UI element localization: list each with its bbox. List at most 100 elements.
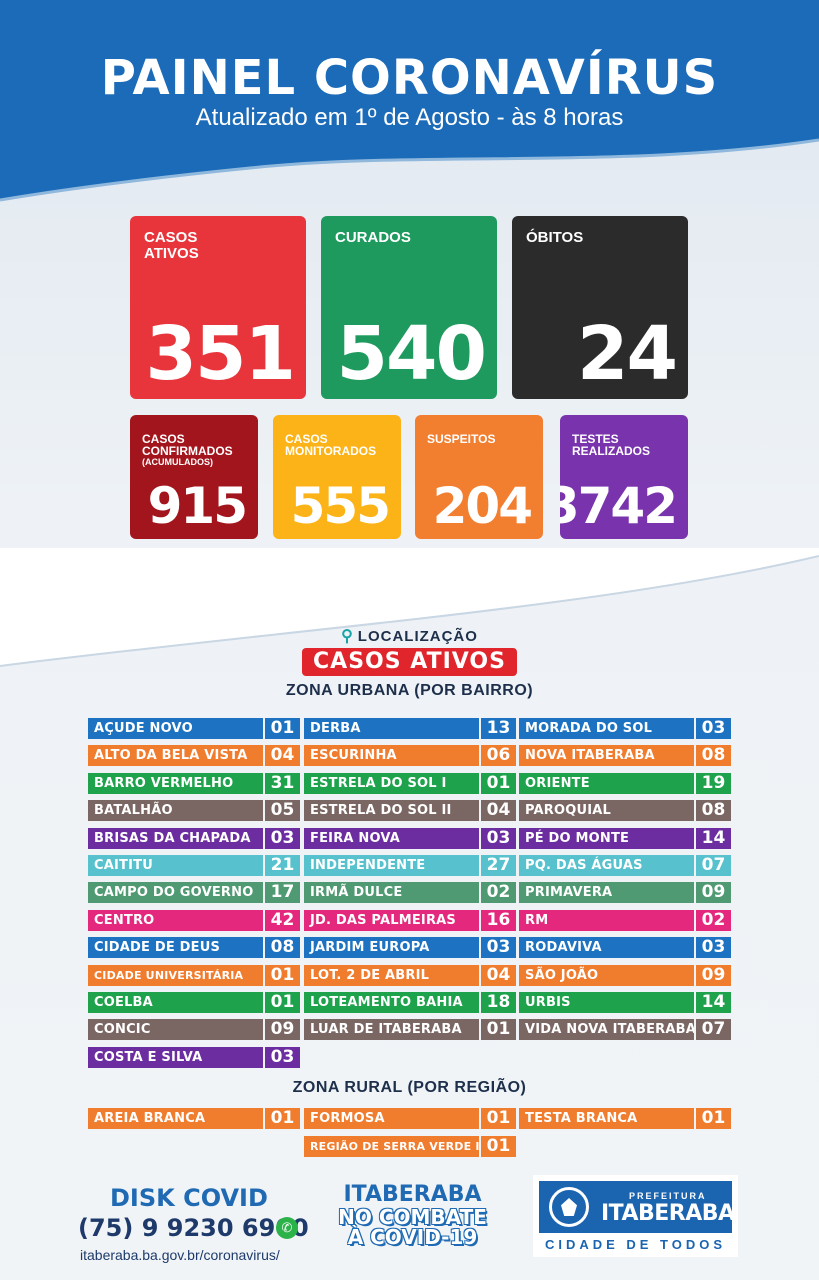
card-curados: CURADOS 540 bbox=[321, 216, 497, 399]
table-row: COSTA E SILVA 03 bbox=[88, 1046, 300, 1068]
case-count: 03 bbox=[265, 1046, 300, 1068]
table-row: RODAVIVA 03 bbox=[519, 937, 731, 959]
case-count: 09 bbox=[696, 882, 731, 904]
campaign-line-2: NO COMBATE bbox=[338, 1205, 487, 1229]
disk-covid-label: DISK COVID bbox=[110, 1184, 268, 1212]
case-count: 03 bbox=[696, 718, 731, 739]
case-count: 03 bbox=[696, 937, 731, 959]
table-row: JD. DAS PALMEIRAS 16 bbox=[304, 909, 516, 931]
table-row: REGIÃO DE SERRA VERDE I 01 bbox=[304, 1136, 516, 1157]
phone-number[interactable]: (75) 9 9230 6900 bbox=[78, 1214, 309, 1242]
map-pin-icon: ⚲ bbox=[341, 628, 354, 645]
location-label: LOCALIZAÇÃO bbox=[357, 628, 478, 645]
card-value: 915 bbox=[147, 477, 248, 535]
website-link[interactable]: itaberaba.ba.gov.br/coronavirus/ bbox=[80, 1247, 280, 1263]
card-testes-realizados: TESTES REALIZADOS 3742 bbox=[560, 415, 688, 539]
neighborhood-name: CIDADE DE DEUS bbox=[88, 937, 263, 959]
case-count: 06 bbox=[481, 745, 516, 767]
neighborhood-name: AREIA BRANCA bbox=[88, 1108, 263, 1129]
card-label: CURADOS bbox=[335, 229, 411, 246]
card-value: 3742 bbox=[560, 477, 678, 535]
neighborhood-name: SÃO JOÃO bbox=[519, 964, 694, 986]
case-count: 13 bbox=[481, 718, 516, 739]
neighborhood-name: ESTRELA DO SOL II bbox=[304, 800, 479, 822]
logo-city: ITABERABA bbox=[601, 1201, 735, 1226]
case-count: 01 bbox=[265, 992, 300, 1013]
case-count: 16 bbox=[481, 909, 516, 931]
table-row: CIDADE UNIVERSITÁRIA 01 bbox=[88, 964, 300, 986]
card-sublabel: (ACUMULADOS) bbox=[142, 457, 213, 467]
table-row: BRISAS DA CHAPADA 03 bbox=[88, 827, 300, 849]
whatsapp-icon: ✆ bbox=[276, 1217, 298, 1239]
case-count: 05 bbox=[265, 800, 300, 822]
urban-zone-title: ZONA URBANA (POR BAIRRO) bbox=[285, 682, 534, 699]
table-row: PRIMAVERA 09 bbox=[519, 882, 731, 904]
case-count: 18 bbox=[481, 992, 516, 1013]
neighborhood-name: ORIENTE bbox=[519, 772, 694, 794]
card-casos-confirmados: CASOS CONFIRMADOS (ACUMULADOS) 915 bbox=[130, 415, 258, 539]
neighborhood-name: ESTRELA DO SOL I bbox=[304, 772, 479, 794]
table-row: ALTO DA BELA VISTA 04 bbox=[88, 745, 300, 767]
neighborhood-name: LOT. 2 DE ABRIL bbox=[304, 964, 479, 986]
neighborhood-name: URBIS bbox=[519, 992, 694, 1013]
table-row: ESTRELA DO SOL I 01 bbox=[304, 772, 516, 794]
case-count: 04 bbox=[481, 800, 516, 822]
neighborhood-name: COELBA bbox=[88, 992, 263, 1013]
neighborhood-name: TESTA BRANCA bbox=[519, 1108, 694, 1129]
table-row: CAITITU 21 bbox=[88, 855, 300, 876]
campaign-line-3: À COVID-19 bbox=[347, 1225, 478, 1249]
neighborhood-name: CIDADE UNIVERSITÁRIA bbox=[88, 964, 263, 986]
casos-ativos-badge: CASOS ATIVOS bbox=[302, 648, 517, 676]
case-count: 27 bbox=[481, 855, 516, 876]
table-row: PAROQUIAL 08 bbox=[519, 800, 731, 822]
table-row: LUAR DE ITABERABA 01 bbox=[304, 1019, 516, 1041]
logo-panel: PREFEITURA ITABERABA bbox=[539, 1181, 735, 1233]
case-count: 08 bbox=[696, 745, 731, 767]
campaign-line-1: ITABERABA bbox=[343, 1182, 482, 1207]
case-count: 07 bbox=[696, 855, 731, 876]
section-divider bbox=[0, 548, 819, 667]
table-row: RM 02 bbox=[519, 909, 731, 931]
neighborhood-name: CAMPO DO GOVERNO bbox=[88, 882, 263, 904]
case-count: 01 bbox=[265, 964, 300, 986]
neighborhood-name: BATALHÃO bbox=[88, 800, 263, 822]
card-casos-ativos: CASOS ATIVOS 351 bbox=[130, 216, 306, 399]
neighborhood-name: BARRO VERMELHO bbox=[88, 772, 263, 794]
neighborhood-name: CENTRO bbox=[88, 909, 263, 931]
neighborhood-name: INDEPENDENTE bbox=[304, 855, 479, 876]
table-row: CENTRO 42 bbox=[88, 909, 300, 931]
neighborhood-name: FORMOSA bbox=[304, 1108, 479, 1129]
case-count: 03 bbox=[481, 827, 516, 849]
table-row: CIDADE DE DEUS 08 bbox=[88, 937, 300, 959]
prefeitura-logo: PREFEITURA ITABERABA CIDADE DE TODOS bbox=[533, 1175, 738, 1257]
neighborhood-name: JD. DAS PALMEIRAS bbox=[304, 909, 479, 931]
logo-prefix: PREFEITURA bbox=[629, 1191, 707, 1201]
case-count: 03 bbox=[481, 937, 516, 959]
case-count: 03 bbox=[265, 827, 300, 849]
neighborhood-name: CONCIC bbox=[88, 1019, 263, 1041]
table-row: PÉ DO MONTE 14 bbox=[519, 827, 731, 849]
header-background bbox=[0, 0, 819, 202]
table-row: IRMÃ DULCE 02 bbox=[304, 882, 516, 904]
table-row: CONCIC 09 bbox=[88, 1019, 300, 1041]
table-row: INDEPENDENTE 27 bbox=[304, 855, 516, 876]
case-count: 14 bbox=[696, 992, 731, 1013]
neighborhood-name: BRISAS DA CHAPADA bbox=[88, 827, 263, 849]
case-count: 09 bbox=[696, 964, 731, 986]
neighborhood-name: ESCURINHA bbox=[304, 745, 479, 767]
case-count: 01 bbox=[481, 1136, 516, 1157]
header: PAINEL CORONAVÍRUS Atualizado em 1º de A… bbox=[0, 0, 819, 202]
card-label: ÓBITOS bbox=[526, 229, 584, 246]
case-count: 04 bbox=[481, 964, 516, 986]
neighborhood-name: COSTA E SILVA bbox=[88, 1046, 263, 1068]
neighborhood-name: LOTEAMENTO BAHIA bbox=[304, 992, 479, 1013]
table-row: ESCURINHA 06 bbox=[304, 745, 516, 767]
case-count: 01 bbox=[696, 1108, 731, 1129]
case-count: 01 bbox=[481, 1019, 516, 1041]
table-row: COELBA 01 bbox=[88, 992, 300, 1013]
neighborhood-name: REGIÃO DE SERRA VERDE I bbox=[304, 1136, 479, 1157]
neighborhood-name: LUAR DE ITABERABA bbox=[304, 1019, 479, 1041]
update-subtitle: Atualizado em 1º de Agosto - às 8 horas bbox=[195, 104, 624, 131]
table-row: LOTEAMENTO BAHIA 18 bbox=[304, 992, 516, 1013]
page-title: PAINEL CORONAVÍRUS bbox=[100, 50, 719, 106]
